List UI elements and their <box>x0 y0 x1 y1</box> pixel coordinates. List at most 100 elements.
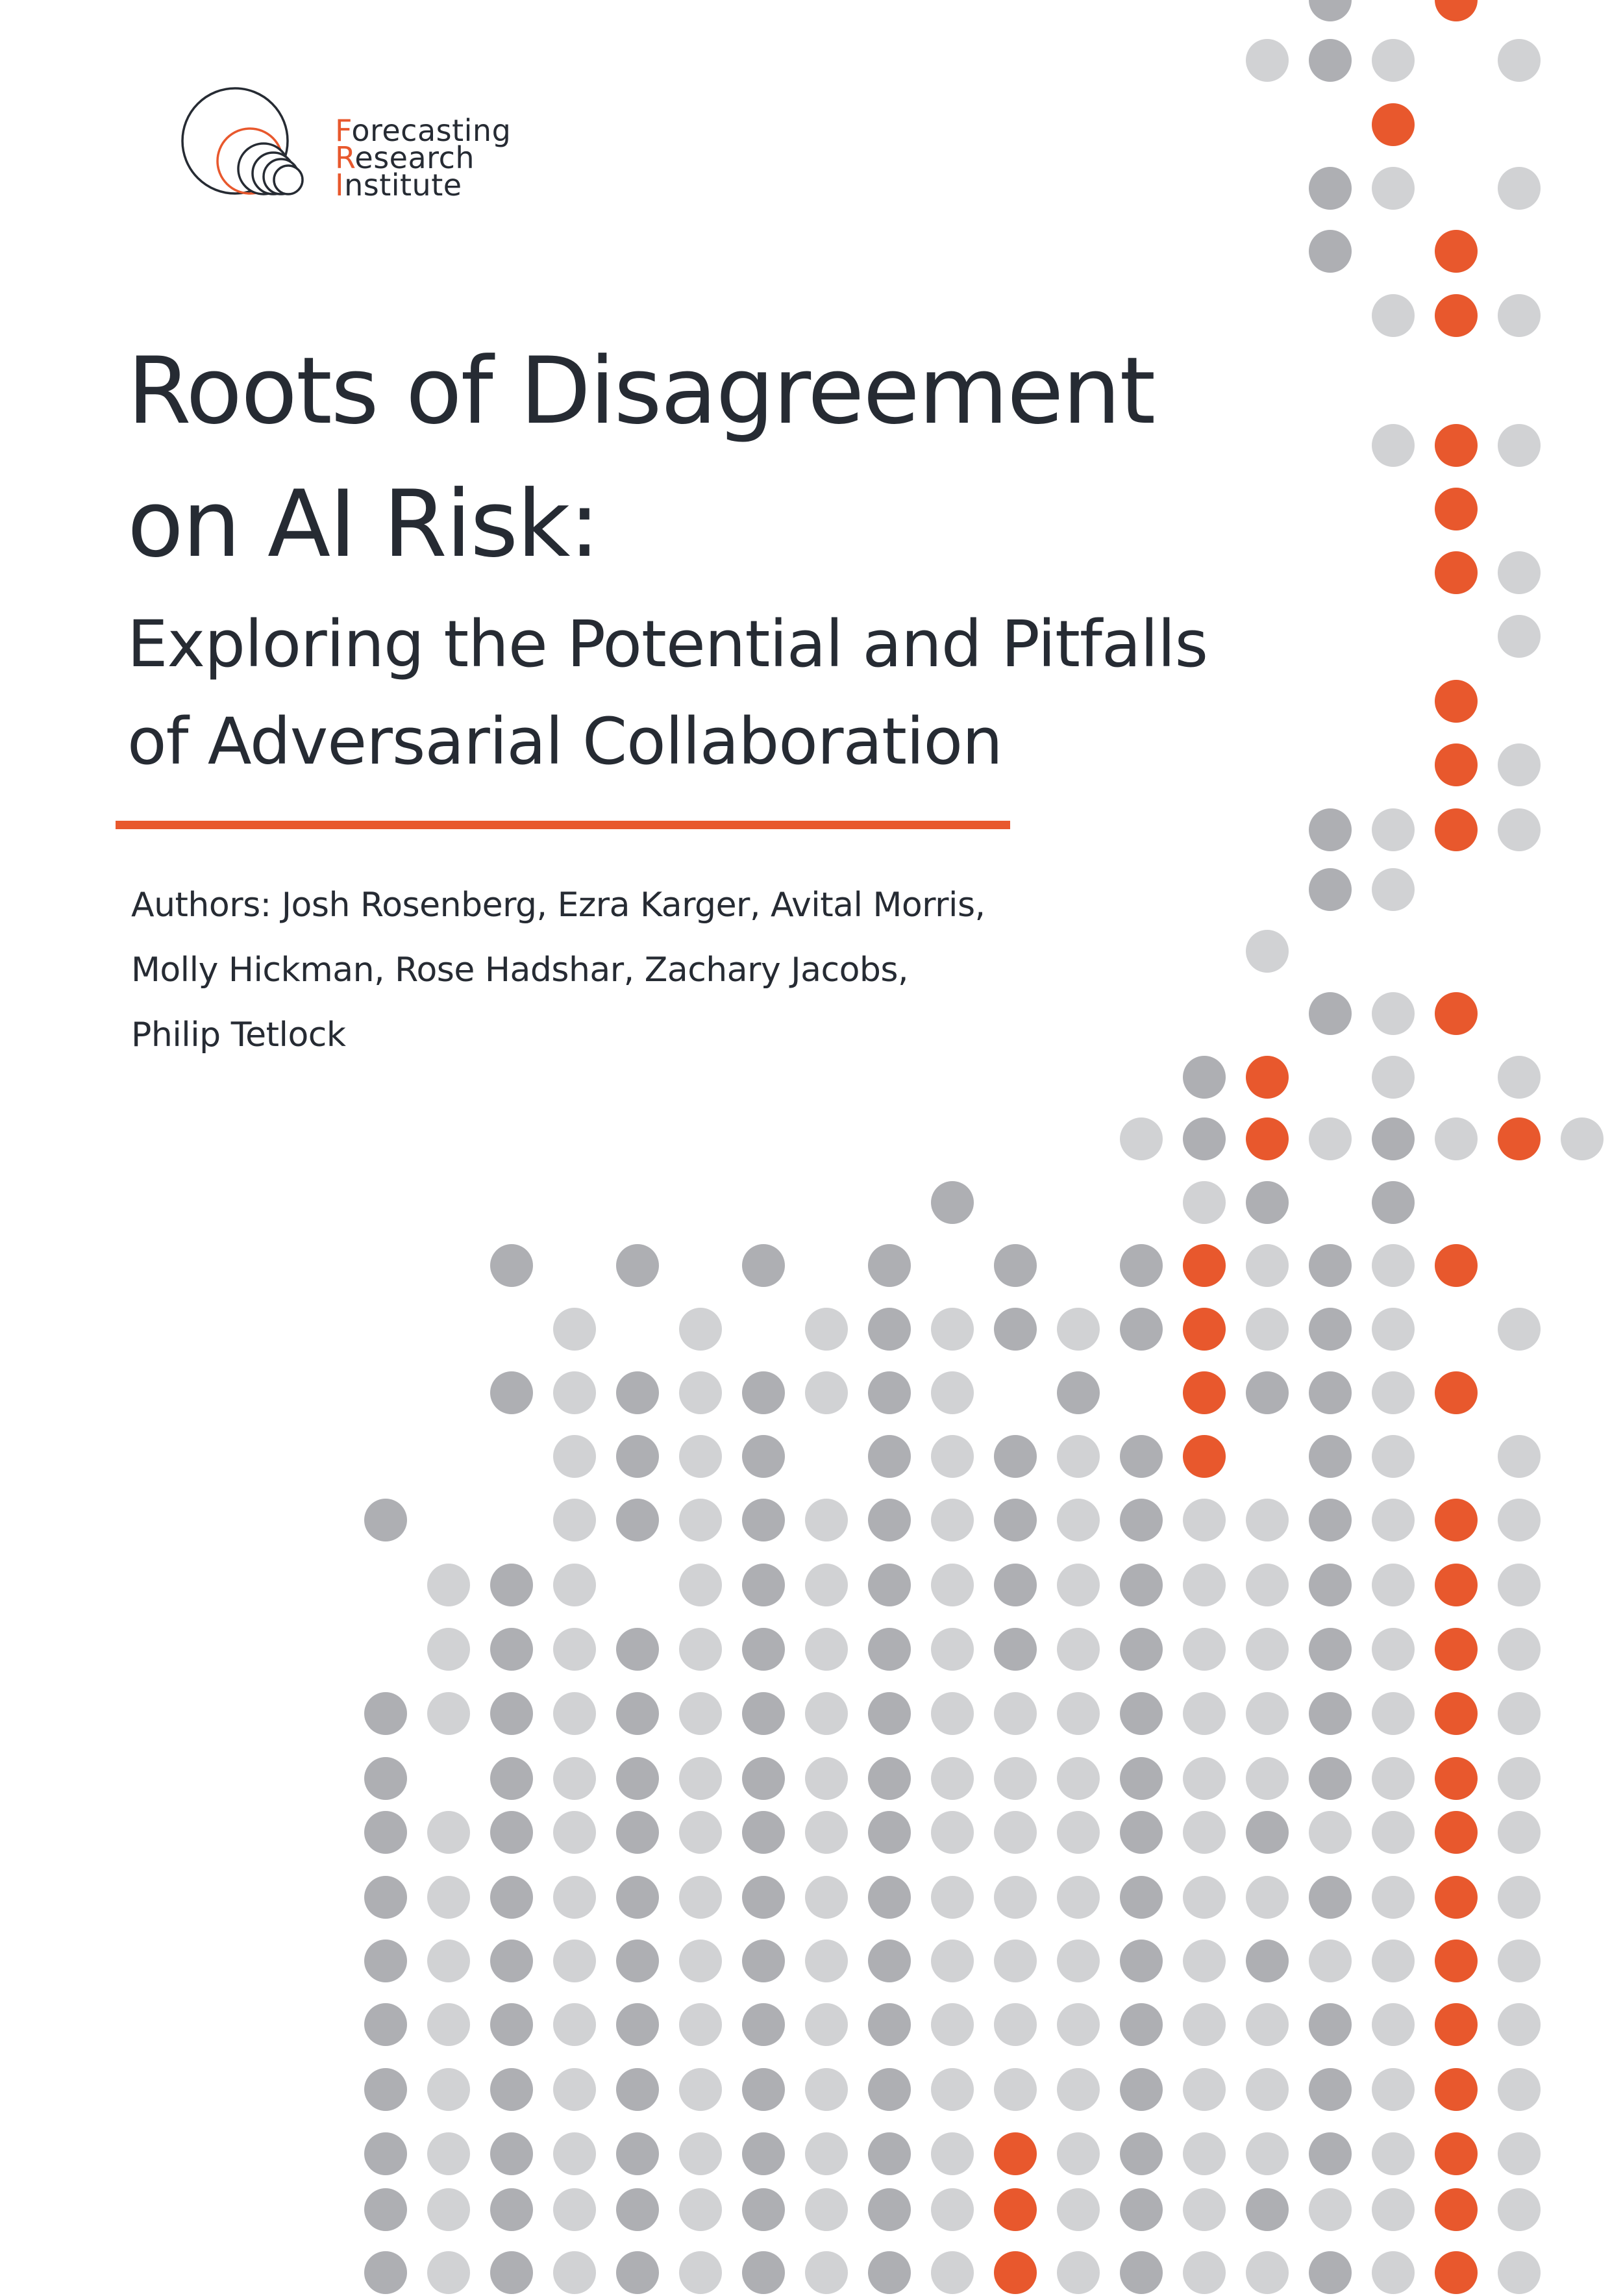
grey-dot <box>1498 1811 1541 1854</box>
grey-dot <box>1309 0 1352 21</box>
grey-dot <box>742 1564 785 1606</box>
grey-dot <box>1057 1757 1100 1800</box>
grey-dot <box>1372 1371 1415 1414</box>
grey-dot <box>1057 1876 1100 1919</box>
grey-dot <box>1309 1308 1352 1351</box>
grey-dot <box>679 2068 722 2111</box>
grey-dot <box>1309 2003 1352 2046</box>
grey-dot <box>931 1308 974 1351</box>
grey-dot <box>1309 1628 1352 1671</box>
grey-dot <box>931 2132 974 2175</box>
grey-dot <box>1120 2132 1163 2175</box>
grey-dot <box>1498 1308 1541 1351</box>
grey-dot <box>616 2251 659 2294</box>
grey-dot <box>1120 1692 1163 1735</box>
forecasting-research-institute-logo: Forecasting Research Institute <box>172 86 536 203</box>
grey-dot <box>1498 1056 1541 1099</box>
grey-dot <box>616 1628 659 1671</box>
grey-dot <box>742 2251 785 2294</box>
grey-dot <box>1120 1757 1163 1800</box>
grey-dot <box>1120 1308 1163 1351</box>
grey-dot <box>931 1811 974 1854</box>
grey-dot <box>1183 1940 1226 1982</box>
grey-dot <box>616 1811 659 1854</box>
grey-dot <box>1183 1692 1226 1735</box>
grey-dot <box>931 1757 974 1800</box>
grey-dot <box>1309 230 1352 273</box>
grey-dot <box>805 1499 848 1541</box>
grey-dot <box>1183 1876 1226 1919</box>
grey-dot <box>1057 1564 1100 1606</box>
grey-dot <box>742 1435 785 1478</box>
grey-dot <box>553 1811 596 1854</box>
accent-dot <box>1435 1692 1478 1735</box>
subtitle-line-1: Exploring the Potential and Pitfalls <box>127 607 1208 682</box>
grey-dot <box>553 2003 596 2046</box>
grey-dot <box>1309 868 1352 911</box>
grey-dot <box>742 1757 785 1800</box>
grey-dot <box>1309 2188 1352 2231</box>
grey-dot <box>1183 2188 1226 2231</box>
grey-dot <box>364 2132 407 2175</box>
grey-dot <box>1372 1940 1415 1982</box>
grey-dot <box>1309 39 1352 82</box>
grey-dot <box>868 1876 911 1919</box>
accent-dot <box>1183 1435 1226 1478</box>
grey-dot <box>868 1435 911 1478</box>
accent-dot <box>1435 551 1478 594</box>
title-line-1: Roots of Disagreement <box>127 338 1156 445</box>
grey-dot <box>994 1757 1037 1800</box>
grey-dot <box>364 1757 407 1800</box>
grey-dot <box>1246 2251 1289 2294</box>
accent-dot <box>994 2132 1037 2175</box>
grey-dot <box>1309 1940 1352 1982</box>
grey-dot <box>1372 1056 1415 1099</box>
grey-dot <box>868 2132 911 2175</box>
grey-dot <box>679 2188 722 2231</box>
grey-dot <box>616 1940 659 1982</box>
grey-dot <box>1498 2003 1541 2046</box>
grey-dot <box>1498 1757 1541 1800</box>
grey-dot <box>1435 1117 1478 1160</box>
grey-dot <box>1183 2068 1226 2111</box>
grey-dot <box>1372 1628 1415 1671</box>
grey-dot <box>1498 743 1541 786</box>
grey-dot <box>1120 2188 1163 2231</box>
grey-dot <box>1498 1499 1541 1541</box>
grey-dot <box>1372 2068 1415 2111</box>
grey-dot <box>1246 1499 1289 1541</box>
grey-dot <box>994 1940 1037 1982</box>
grey-dot <box>427 1692 470 1735</box>
accent-dot <box>1246 1056 1289 1099</box>
logo-line-institute: Institute <box>335 168 462 203</box>
grey-dot <box>805 1371 848 1414</box>
grey-dot <box>1246 1308 1289 1351</box>
grey-dot <box>1498 1628 1541 1671</box>
grey-dot <box>1120 1940 1163 1982</box>
grey-dot <box>1498 167 1541 210</box>
grey-dot <box>868 1244 911 1287</box>
grey-dot <box>553 1371 596 1414</box>
grey-dot <box>553 2132 596 2175</box>
grey-dot <box>1372 1564 1415 1606</box>
grey-dot <box>1309 1435 1352 1478</box>
grey-dot <box>805 1940 848 1982</box>
accent-dot <box>1246 1117 1289 1160</box>
grey-dot <box>1183 1056 1226 1099</box>
accent-dot <box>1435 743 1478 786</box>
grey-dot <box>1372 1244 1415 1287</box>
grey-dot <box>1246 2003 1289 2046</box>
grey-dot <box>805 1876 848 1919</box>
grey-dot <box>1246 39 1289 82</box>
grey-dot <box>1309 1692 1352 1735</box>
grey-dot <box>553 1692 596 1735</box>
grey-dot <box>1120 1244 1163 1287</box>
grey-dot <box>805 2188 848 2231</box>
logo-wordmark: Forecasting Research Institute <box>335 116 511 203</box>
grey-dot <box>1246 2068 1289 2111</box>
grey-dot <box>1309 1876 1352 1919</box>
accent-dot <box>1435 2003 1478 2046</box>
grey-dot <box>1057 1811 1100 1854</box>
grey-dot <box>679 2251 722 2294</box>
grey-dot <box>679 1876 722 1919</box>
